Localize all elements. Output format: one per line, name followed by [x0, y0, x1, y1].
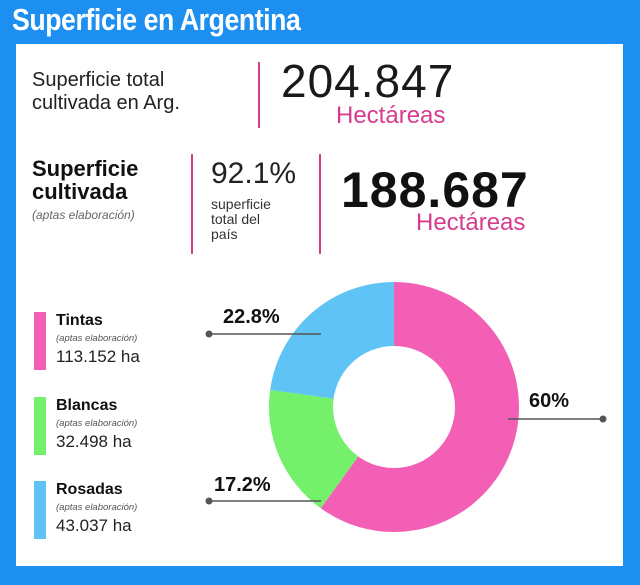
legend-value-blancas: 32.498 ha	[56, 432, 132, 451]
legend-swatch-blancas	[34, 397, 46, 455]
total-unit: Hectáreas	[336, 102, 446, 129]
leader-dot-rosadas	[205, 330, 213, 338]
title-band: Superficie en Argentina	[0, 0, 330, 44]
donut-chart: 22.8% 60% 17.2%	[205, 282, 607, 532]
cultivated-value: 188.687	[341, 162, 529, 218]
cultivated-title-line2: cultivada	[32, 179, 128, 204]
cultivated-percent: 92.1%	[211, 157, 297, 190]
legend-sub-blancas: (aptas elaboración)	[56, 418, 138, 429]
leader-dot-blancas	[205, 497, 213, 505]
total-label-line1: Superficie total	[32, 69, 165, 91]
legend-sub-tintas: (aptas elaboración)	[56, 333, 138, 344]
divider-cultivated-1	[191, 154, 193, 254]
leader-dot-tintas	[599, 415, 607, 423]
page-title: Superficie en Argentina	[12, 2, 301, 37]
legend-sub-rosadas: (aptas elaboración)	[56, 502, 138, 513]
legend-name-rosadas: Rosadas	[56, 481, 123, 498]
divider-total	[258, 62, 260, 128]
total-label-line2: cultivada en Arg.	[32, 92, 180, 114]
legend-swatch-rosadas	[34, 481, 46, 539]
cultivated-title-line1: Superficie	[32, 156, 139, 181]
cultivated-unit: Hectáreas	[416, 209, 526, 236]
slice-label-blancas: 17.2%	[214, 474, 271, 496]
cultivated-title: Superficie cultivada	[32, 157, 138, 203]
total-value: 204.847	[281, 55, 455, 107]
donut-hole	[333, 346, 455, 468]
percent-desc-line3: país	[211, 226, 238, 242]
slice-label-rosadas: 22.8%	[223, 306, 280, 328]
slice-label-tintas: 60%	[529, 390, 569, 412]
content-card: Superficie total cultivada en Arg. 204.8…	[16, 44, 623, 566]
legend-name-tintas: Tintas	[56, 312, 103, 329]
legend-value-rosadas: 43.037 ha	[56, 516, 132, 535]
legend-value-tintas: 113.152 ha	[56, 347, 140, 366]
cultivated-percent-desc: superficie total del país	[211, 197, 271, 242]
legend-name-blancas: Blancas	[56, 397, 118, 414]
divider-cultivated-2	[319, 154, 321, 254]
total-label: Superficie total cultivada en Arg.	[32, 69, 180, 115]
percent-desc-line2: total del	[211, 211, 261, 227]
legend-swatch-tintas	[34, 312, 46, 370]
percent-desc-line1: superficie	[211, 196, 271, 212]
cultivated-subtitle: (aptas elaboración)	[32, 208, 135, 222]
